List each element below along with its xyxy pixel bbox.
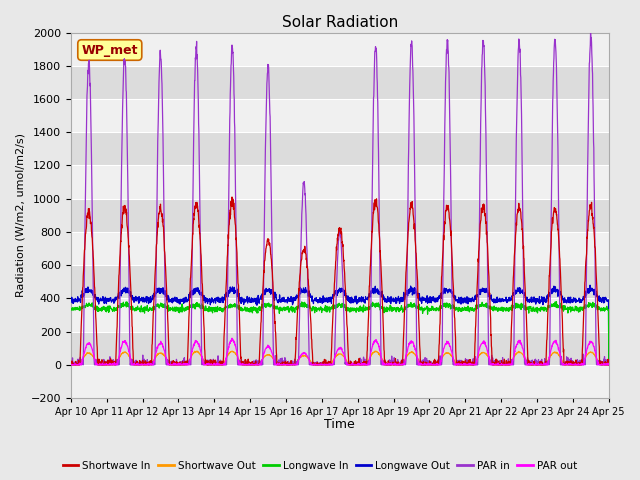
Bar [71,365,609,398]
Text: WP_met: WP_met [81,44,138,57]
Bar [71,265,609,299]
Y-axis label: Radiation (W/m2, umol/m2/s): Radiation (W/m2, umol/m2/s) [15,133,25,297]
Bar [71,299,609,332]
Title: Solar Radiation: Solar Radiation [282,15,398,30]
Bar [71,99,609,132]
Bar [71,66,609,99]
Bar [71,332,609,365]
Bar [71,199,609,232]
Legend: Shortwave In, Shortwave Out, Longwave In, Longwave Out, PAR in, PAR out: Shortwave In, Shortwave Out, Longwave In… [58,456,582,475]
X-axis label: Time: Time [324,419,355,432]
Bar [71,132,609,166]
Bar [71,166,609,199]
Bar [71,33,609,66]
Bar [71,232,609,265]
